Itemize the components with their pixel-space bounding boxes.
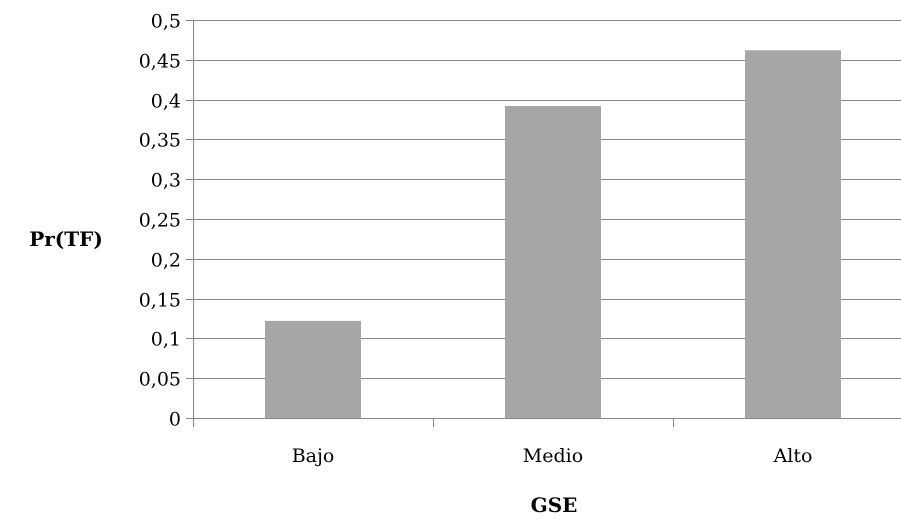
y-tick-label: 0,2: [151, 250, 181, 272]
y-tick-label: 0,35: [139, 130, 181, 152]
y-tick-label: 0,05: [139, 369, 181, 391]
y-tick-label: 0,4: [151, 91, 181, 113]
x-tick-label: Bajo: [292, 445, 335, 467]
y-tick-label: 0,45: [139, 51, 181, 73]
y-tick-label: 0,25: [139, 210, 181, 232]
y-tick-label: 0: [169, 409, 181, 431]
bar-medio: [505, 105, 601, 418]
bar-alto: [745, 50, 841, 419]
y-tick-label: 0,1: [151, 329, 181, 351]
y-axis-title: Pr(TF): [29, 227, 103, 251]
bar-bajo: [265, 320, 361, 418]
x-tick-label: Alto: [773, 445, 813, 467]
y-tick-label: 0,3: [151, 170, 181, 192]
x-axis-title: GSE: [531, 493, 578, 517]
axes: [186, 20, 901, 427]
x-tick-labels: Bajo Medio Alto: [292, 445, 813, 467]
y-tick-labels: 0 0,05 0,1 0,15 0,2 0,25 0,3 0,35 0,4 0,45 0,5: [139, 11, 181, 431]
x-tick-label: Medio: [523, 445, 583, 467]
bars: [265, 50, 841, 419]
y-tick-label: 0,15: [139, 290, 181, 312]
y-tick-label: 0,5: [151, 11, 181, 33]
